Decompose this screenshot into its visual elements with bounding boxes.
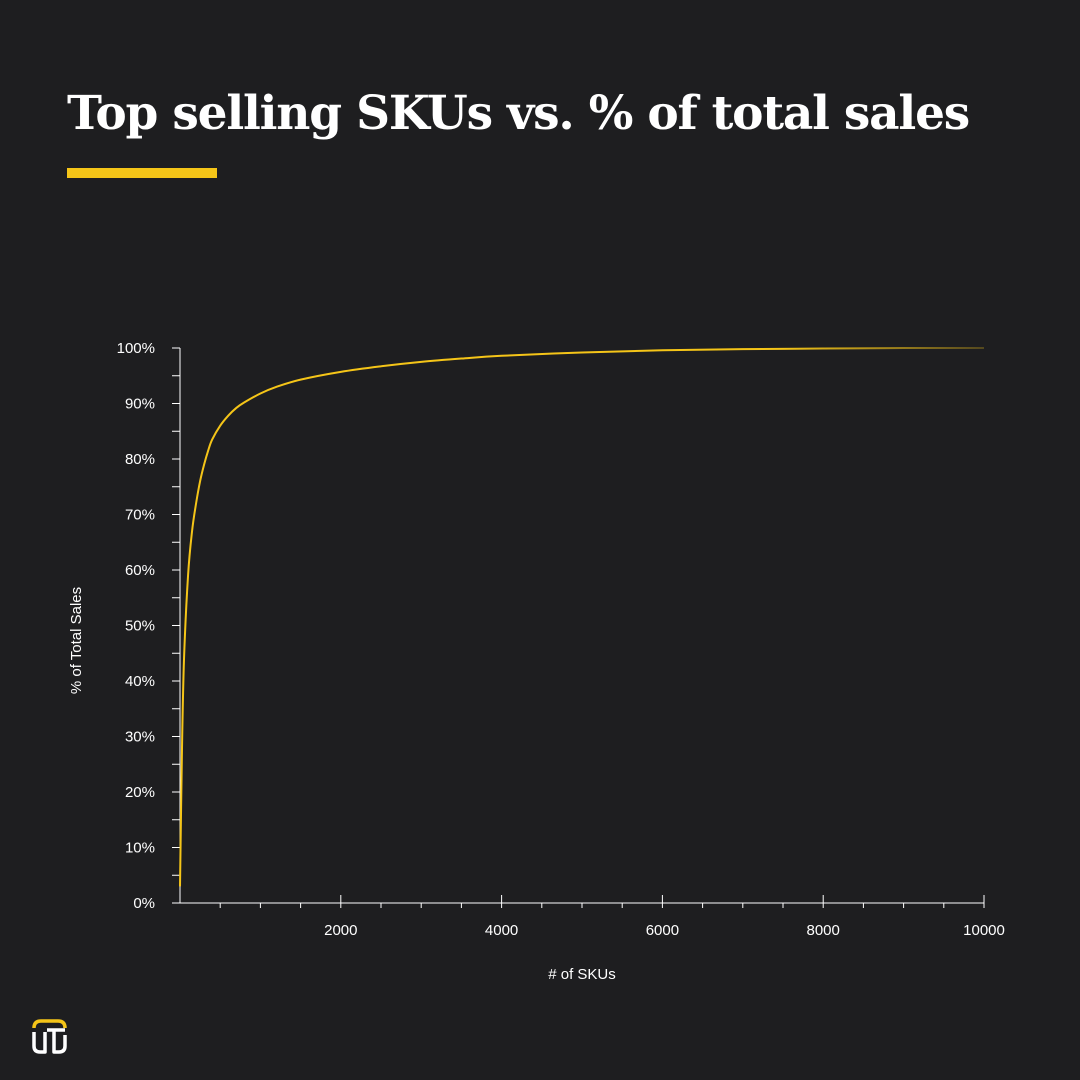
page-title: Top selling SKUs vs. % of total sales <box>67 86 970 141</box>
y-tick-label: 70% <box>125 507 155 524</box>
y-tick-label: 60% <box>125 562 155 579</box>
x-tick-label: 6000 <box>646 922 679 939</box>
y-tick-label: 30% <box>125 729 155 746</box>
y-axis-title: % of Total Sales <box>68 587 85 694</box>
x-tick-label: 10000 <box>963 922 1005 939</box>
y-tick-label: 80% <box>125 451 155 468</box>
x-tick-label: 8000 <box>807 922 840 939</box>
brand-logo-icon <box>32 1019 67 1054</box>
y-tick-label: 10% <box>125 840 155 857</box>
y-tick-label: 90% <box>125 396 155 413</box>
y-tick-label: 40% <box>125 673 155 690</box>
x-tick-label: 2000 <box>324 922 357 939</box>
y-tick-label: 20% <box>125 784 155 801</box>
y-tick-label: 0% <box>133 895 155 912</box>
x-axis-title: # of SKUs <box>548 966 616 983</box>
x-tick-label: 4000 <box>485 922 518 939</box>
y-tick-label: 100% <box>117 340 155 357</box>
sales-curve-line <box>179 347 984 887</box>
title-underline-accent <box>67 168 217 178</box>
y-tick-label: 50% <box>125 618 155 635</box>
